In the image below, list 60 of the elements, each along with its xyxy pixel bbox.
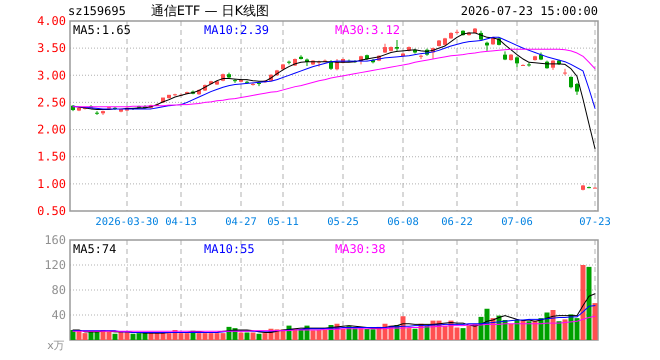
candlestick (383, 43, 387, 54)
x-tick-label: 04-27 (225, 216, 257, 228)
x-tick-label: 06-08 (387, 216, 419, 228)
x-tick-label: 07-23 (579, 216, 611, 228)
bar (592, 303, 598, 340)
y-tick-label: 4.00 (37, 14, 66, 28)
candlestick (575, 82, 579, 96)
line-series (72, 305, 596, 333)
y-axis-title: x万 (47, 339, 65, 352)
bar (550, 310, 556, 340)
x-tick-label: 07-06 (501, 216, 533, 228)
y-tick-label: 1.00 (37, 176, 66, 191)
y-tick-label: 3.00 (37, 68, 66, 82)
bar (520, 320, 526, 340)
y-tick-label: 80 (52, 283, 66, 297)
candlestick (335, 58, 339, 71)
candlestick (395, 40, 399, 52)
line-series (72, 316, 596, 332)
bar (256, 334, 262, 340)
bar (412, 328, 418, 340)
candlestick (569, 76, 573, 89)
y-tick-label: 120 (44, 258, 66, 272)
candlestick (515, 56, 519, 68)
bar (508, 324, 514, 340)
candlestick (485, 41, 489, 52)
y-tick-label: 2.50 (37, 95, 66, 110)
text: MA30:38 (335, 242, 386, 256)
bar (526, 321, 532, 340)
y-tick-label: 160 (44, 233, 66, 247)
y-tick-label: 1.50 (37, 150, 66, 164)
bar (358, 328, 364, 340)
x-tick-label: 05-25 (327, 216, 359, 228)
x-tick-label: 05-11 (267, 216, 299, 228)
text: MA5:1.65 (73, 23, 131, 37)
y-tick-label: 0.50 (37, 204, 66, 218)
x-tick-label: 06-22 (441, 216, 473, 228)
x-tick-label: 2026-03-30 (95, 216, 159, 228)
bar (556, 321, 562, 340)
chart-title: 通信ETF — 日K线图 (150, 4, 270, 19)
y-tick-label: 3.50 (37, 41, 66, 56)
text: MA5:74 (73, 242, 116, 256)
bar (586, 266, 592, 340)
x-tick-label: 04-13 (165, 216, 197, 228)
bar (238, 332, 244, 340)
text: 2026-07-23 15:00:00 (460, 4, 598, 18)
bar (460, 328, 466, 340)
text: sz159695 (68, 4, 126, 18)
bar (112, 334, 118, 340)
text: MA10:55 (204, 242, 255, 256)
bar (562, 319, 568, 340)
bar (514, 320, 520, 340)
bar (244, 332, 250, 340)
line-series (72, 36, 596, 110)
text: MA10:2.39 (204, 23, 270, 37)
bar (580, 265, 586, 340)
y-tick-label: 40 (52, 308, 66, 322)
text: MA30:3.12 (335, 23, 400, 37)
line-series (72, 48, 596, 108)
y-tick-label: 2.00 (37, 122, 66, 137)
bar (250, 332, 256, 340)
